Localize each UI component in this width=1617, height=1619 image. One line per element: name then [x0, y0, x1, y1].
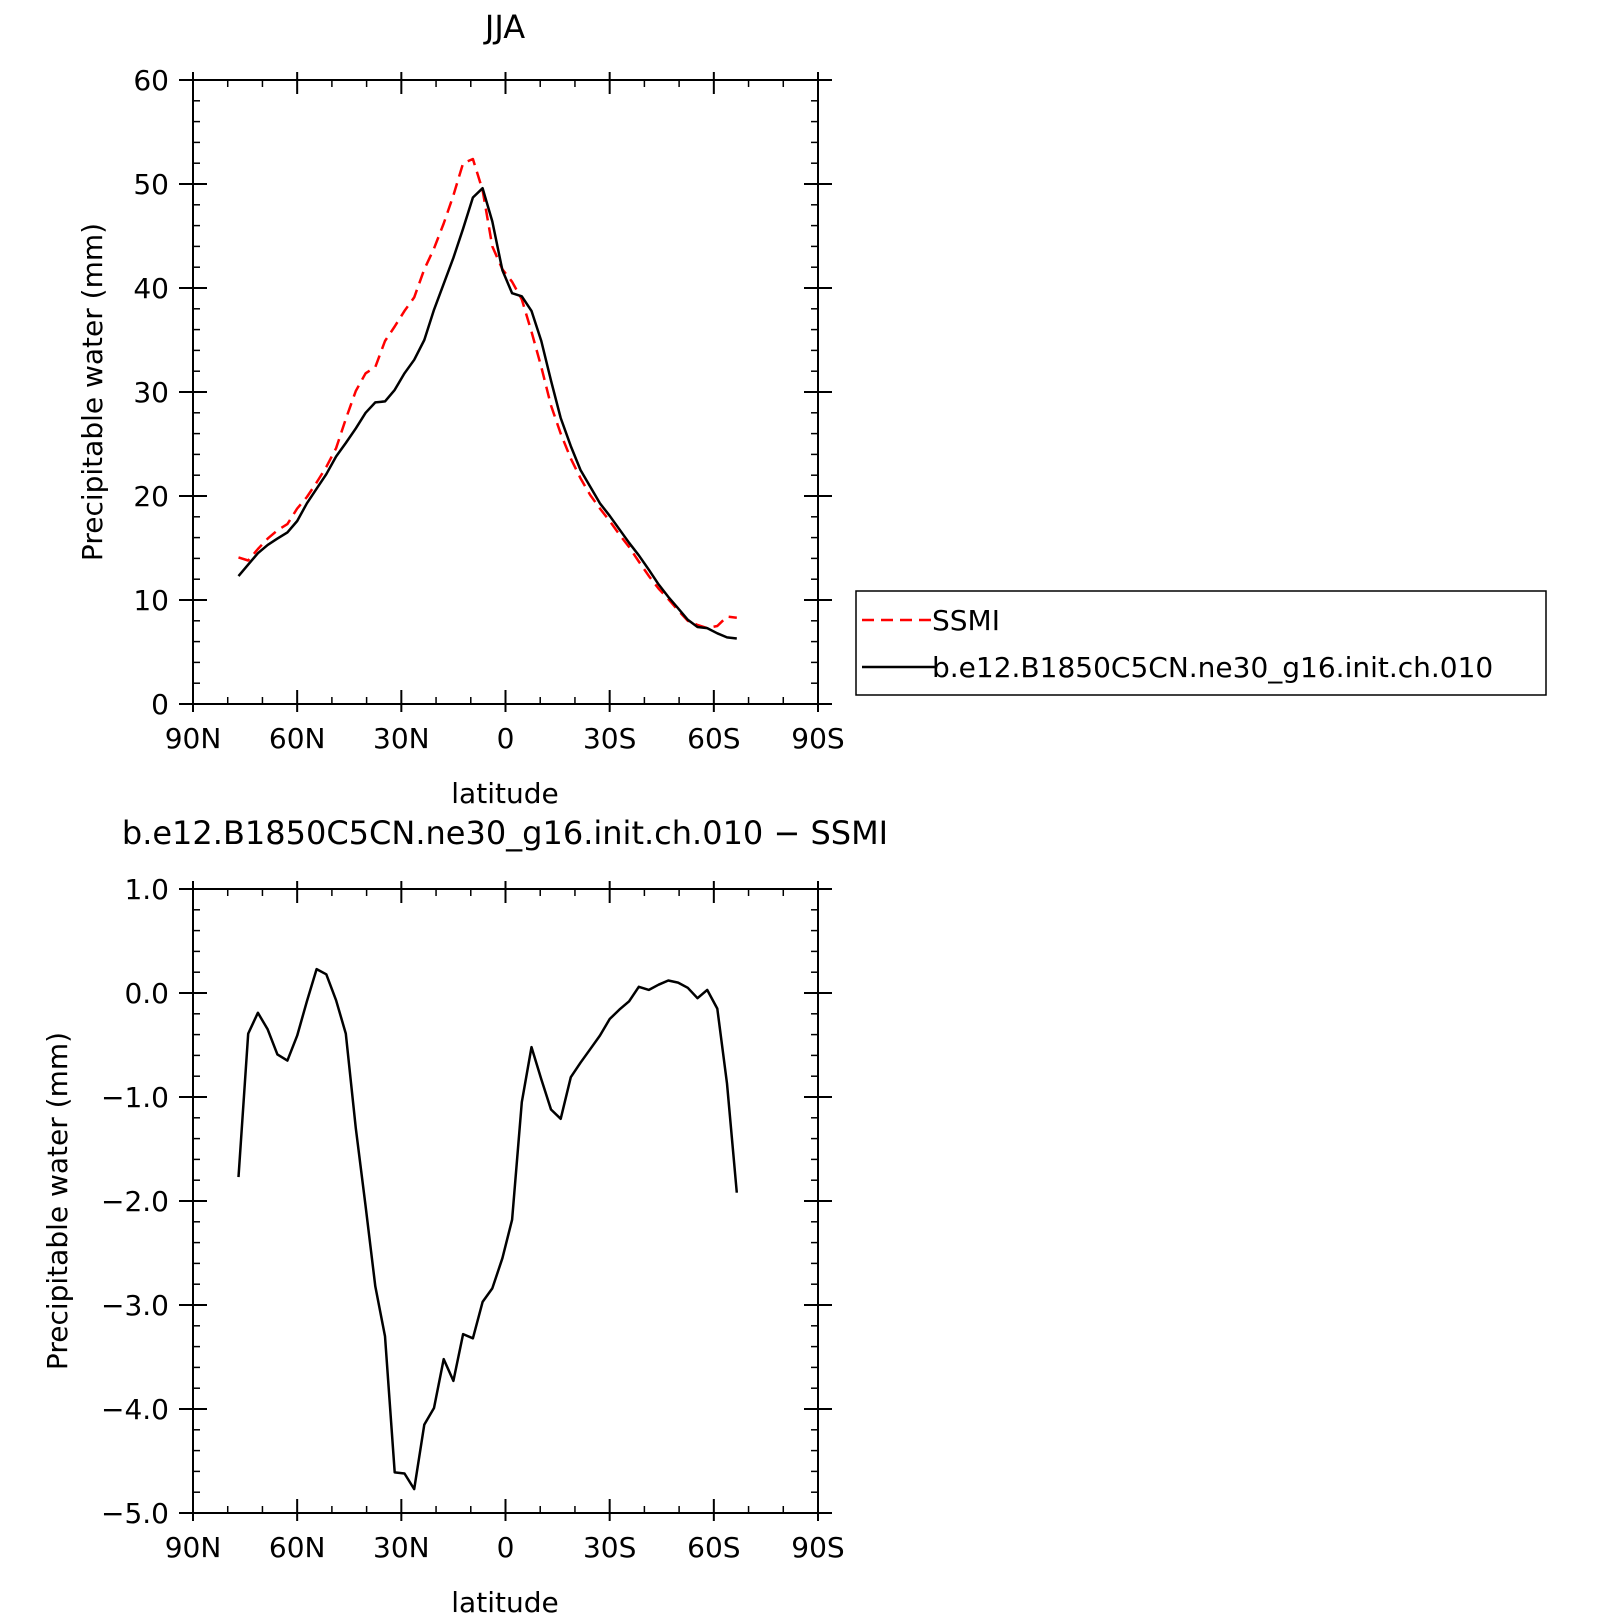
x-tick-label: 60N: [269, 722, 326, 755]
x-tick-label: 30S: [583, 1531, 636, 1564]
y-tick-label: −4.0: [101, 1393, 169, 1426]
bottom-plot-frame: [192, 888, 819, 1514]
legend: SSMI b.e12.B1850C5CN.ne30_g16.init.ch.01…: [855, 590, 1547, 696]
difference-series-line: [237, 967, 739, 1491]
top-panel: JJA 90N 60N 30N 0 30S 60S 90S 0 10 20 30 40 50 60 la…: [76, 8, 1547, 810]
top-plot-frame: [192, 79, 819, 705]
top-axis-ticks: [179, 72, 832, 712]
x-tick-label: 90N: [165, 722, 222, 755]
x-tick-label: 90N: [165, 1531, 222, 1564]
y-tick-label: 1.0: [124, 873, 169, 906]
bottom-axis-ticks: [179, 881, 832, 1521]
bottom-chart-title: b.e12.B1850C5CN.ne30_g16.init.ch.010 − S…: [122, 814, 888, 852]
y-tick-label: 30: [133, 376, 169, 409]
x-tick-label: 60S: [687, 722, 740, 755]
x-tick-label: 90S: [791, 1531, 844, 1564]
x-tick-label: 30S: [583, 722, 636, 755]
top-y-tick-labels: 0 10 20 30 40 50 60: [133, 64, 169, 721]
x-tick-label: 90S: [791, 722, 844, 755]
legend-box: [855, 590, 1547, 696]
top-x-axis-label: latitude: [451, 777, 558, 810]
y-tick-label: 0.0: [124, 977, 169, 1010]
bottom-series-lines: [237, 967, 739, 1491]
y-tick-label: −2.0: [101, 1185, 169, 1218]
top-series-lines: [237, 157, 737, 640]
y-tick-label: 40: [133, 272, 169, 305]
x-tick-label: 60N: [269, 1531, 326, 1564]
top-x-tick-labels: 90N 60N 30N 0 30S 60S 90S: [165, 722, 845, 755]
x-tick-label: 30N: [373, 722, 430, 755]
bottom-x-axis-label: latitude: [451, 1586, 558, 1619]
x-tick-label: 0: [497, 722, 515, 755]
ssmi-series-line: [238, 157, 737, 630]
bottom-panel: b.e12.B1850C5CN.ne30_g16.init.ch.010 − S…: [41, 814, 888, 1619]
y-tick-label: 10: [133, 584, 169, 617]
legend-label-model: b.e12.B1850C5CN.ne30_g16.init.ch.010: [932, 651, 1493, 684]
y-tick-label: −1.0: [101, 1081, 169, 1114]
top-y-axis-label: Precipitable water (mm): [76, 223, 109, 561]
y-tick-label: −3.0: [101, 1289, 169, 1322]
x-tick-label: 30N: [373, 1531, 430, 1564]
top-chart-title: JJA: [483, 8, 525, 46]
bottom-y-tick-labels: 1.0 0.0 −1.0 −2.0 −3.0 −4.0 −5.0: [101, 873, 169, 1530]
bottom-x-tick-labels: 90N 60N 30N 0 30S 60S 90S: [165, 1531, 845, 1564]
b-e12-b1850c5cn-ne30-g16-init-ch-010-series-line: [237, 186, 737, 640]
x-tick-label: 0: [497, 1531, 515, 1564]
x-tick-label: 60S: [687, 1531, 740, 1564]
y-tick-label: 20: [133, 480, 169, 513]
y-tick-label: 50: [133, 168, 169, 201]
legend-label-ssmi: SSMI: [932, 604, 1000, 637]
y-tick-label: −5.0: [101, 1497, 169, 1530]
bottom-y-axis-label: Precipitable water (mm): [41, 1032, 74, 1370]
y-tick-label: 0: [151, 688, 169, 721]
y-tick-label: 60: [133, 64, 169, 97]
